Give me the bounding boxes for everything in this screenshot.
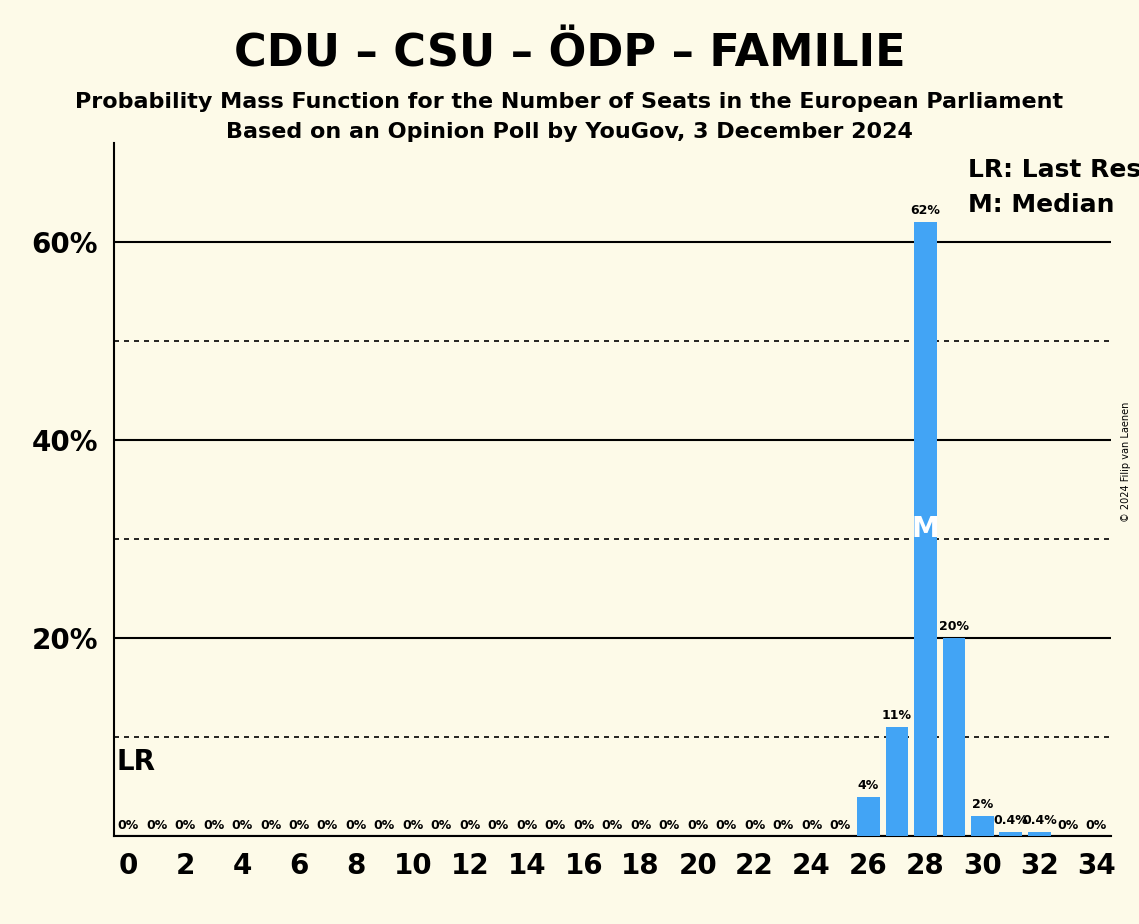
Text: 0.4%: 0.4% — [1022, 814, 1057, 827]
Text: 0%: 0% — [1085, 820, 1107, 833]
Text: CDU – CSU – ÖDP – FAMILIE: CDU – CSU – ÖDP – FAMILIE — [233, 32, 906, 76]
Text: 0%: 0% — [146, 820, 167, 833]
Text: 2%: 2% — [972, 798, 993, 811]
Text: M: Median: M: Median — [968, 193, 1115, 217]
Text: Based on an Opinion Poll by YouGov, 3 December 2024: Based on an Opinion Poll by YouGov, 3 De… — [226, 122, 913, 142]
Text: 0%: 0% — [801, 820, 822, 833]
Text: 0%: 0% — [459, 820, 481, 833]
Text: 0%: 0% — [487, 820, 509, 833]
Text: 0%: 0% — [374, 820, 395, 833]
Text: 20%: 20% — [939, 620, 969, 633]
Text: 0%: 0% — [715, 820, 737, 833]
Bar — [970, 817, 993, 836]
Text: 0%: 0% — [174, 820, 196, 833]
Text: 0%: 0% — [744, 820, 765, 833]
Text: 0%: 0% — [658, 820, 680, 833]
Text: 0%: 0% — [431, 820, 452, 833]
Bar — [913, 223, 936, 836]
Text: 0%: 0% — [630, 820, 652, 833]
Text: 0%: 0% — [772, 820, 794, 833]
Text: 62%: 62% — [910, 204, 941, 217]
Text: 4%: 4% — [858, 779, 879, 792]
Bar — [999, 833, 1022, 836]
Text: 11%: 11% — [882, 710, 912, 723]
Text: 0%: 0% — [288, 820, 310, 833]
Text: LR: LR — [116, 748, 156, 776]
Text: 0%: 0% — [402, 820, 424, 833]
Text: Probability Mass Function for the Number of Seats in the European Parliament: Probability Mass Function for the Number… — [75, 92, 1064, 113]
Text: 0%: 0% — [516, 820, 538, 833]
Bar — [857, 796, 879, 836]
Text: 0%: 0% — [317, 820, 338, 833]
Text: LR: Last Result: LR: Last Result — [968, 158, 1139, 182]
Text: 0%: 0% — [231, 820, 253, 833]
Text: 0%: 0% — [260, 820, 281, 833]
Text: 0%: 0% — [117, 820, 139, 833]
Text: 0.4%: 0.4% — [993, 814, 1029, 827]
Text: 0%: 0% — [345, 820, 367, 833]
Text: 0%: 0% — [601, 820, 623, 833]
Bar — [1027, 833, 1050, 836]
Text: 0%: 0% — [1057, 820, 1079, 833]
Text: 0%: 0% — [544, 820, 566, 833]
Text: 0%: 0% — [203, 820, 224, 833]
Text: M: M — [911, 516, 940, 543]
Text: © 2024 Filip van Laenen: © 2024 Filip van Laenen — [1121, 402, 1131, 522]
Text: 0%: 0% — [829, 820, 851, 833]
Text: 0%: 0% — [573, 820, 595, 833]
Bar — [942, 638, 965, 836]
Bar — [886, 727, 909, 836]
Text: 0%: 0% — [687, 820, 708, 833]
